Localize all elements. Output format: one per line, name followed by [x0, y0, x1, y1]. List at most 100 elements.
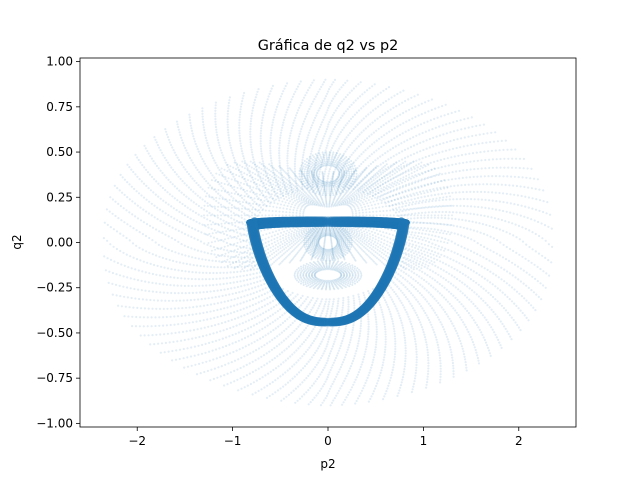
scatter-point	[419, 257, 422, 261]
scatter-point	[396, 278, 399, 281]
scatter-point	[433, 216, 436, 219]
scatter-point	[420, 226, 423, 230]
scatter-point	[246, 353, 249, 356]
scatter-point	[370, 366, 373, 369]
scatter-point	[367, 318, 370, 321]
scatter-point	[132, 170, 135, 174]
scatter-point	[348, 195, 351, 198]
scatter-point	[421, 238, 424, 241]
scatter-point	[179, 133, 182, 137]
scatter-point	[225, 260, 228, 263]
scatter-point	[289, 100, 292, 104]
scatter-point	[240, 296, 243, 299]
scatter-point	[158, 324, 161, 327]
scatter-point	[287, 325, 290, 328]
scatter-point	[275, 105, 279, 108]
scatter-point	[296, 142, 299, 146]
scatter-point	[340, 178, 344, 181]
scatter-point	[189, 299, 192, 302]
scatter-point	[256, 214, 259, 218]
scatter-point	[343, 231, 346, 233]
chart-title: Gráfica de q2 vs p2	[258, 38, 399, 54]
scatter-point	[300, 237, 303, 240]
scatter-point	[436, 116, 439, 119]
scatter-point	[212, 284, 215, 287]
scatter-point	[498, 191, 501, 195]
scatter-point	[201, 198, 204, 201]
scatter-point	[514, 148, 517, 151]
scatter-point	[361, 233, 364, 236]
scatter-point	[294, 295, 297, 298]
scatter-point	[373, 353, 376, 356]
scatter-point	[167, 178, 170, 181]
scatter-point	[220, 151, 223, 154]
scatter-point	[332, 128, 335, 131]
scatter-point	[300, 101, 303, 104]
scatter-point	[248, 210, 251, 213]
scatter-point	[510, 148, 513, 151]
scatter-point	[370, 204, 373, 207]
scatter-point	[271, 381, 274, 384]
scatter-point	[148, 272, 151, 275]
scatter-point	[327, 357, 330, 360]
scatter-point	[305, 233, 308, 235]
scatter-point	[274, 327, 277, 330]
scatter-point	[378, 374, 381, 377]
scatter-point	[182, 166, 185, 169]
scatter-point	[334, 180, 337, 183]
scatter-point	[246, 283, 249, 286]
scatter-point	[259, 313, 262, 316]
scatter-point	[294, 199, 296, 202]
scatter-point	[454, 110, 457, 113]
scatter-point	[115, 230, 119, 233]
scatter-point	[219, 289, 223, 292]
scatter-point	[318, 88, 321, 91]
scatter-point	[462, 169, 465, 172]
scatter-point	[455, 146, 458, 150]
scatter-point	[302, 195, 304, 198]
scatter-point	[313, 396, 316, 399]
scatter-point	[279, 235, 282, 238]
scatter-point	[242, 157, 246, 160]
scatter-point	[382, 318, 385, 321]
scatter-point	[431, 234, 434, 237]
scatter-point	[435, 187, 438, 190]
scatter-point	[382, 124, 385, 127]
scatter-point	[494, 285, 497, 288]
scatter-point	[300, 199, 303, 202]
scatter-point	[514, 223, 517, 226]
scatter-point	[178, 299, 182, 302]
scatter-point	[178, 331, 181, 334]
scatter-point	[223, 288, 226, 291]
scatter-point	[411, 203, 414, 206]
scatter-point	[214, 161, 217, 164]
scatter-point	[431, 242, 434, 245]
scatter-point	[528, 273, 531, 276]
scatter-point	[327, 305, 330, 308]
scatter-point	[347, 204, 350, 207]
scatter-point	[258, 329, 261, 332]
scatter-point	[261, 119, 264, 122]
scatter-point	[390, 128, 394, 131]
scatter-point	[434, 243, 437, 246]
scatter-point	[506, 175, 509, 178]
scatter-point	[293, 165, 296, 168]
scatter-point	[208, 147, 211, 150]
scatter-point	[146, 325, 149, 328]
scatter-point	[464, 219, 467, 222]
scatter-point	[332, 399, 335, 402]
scatter-point	[461, 218, 464, 221]
scatter-point	[137, 192, 141, 195]
scatter-point	[287, 192, 290, 195]
scatter-point	[377, 379, 380, 382]
scatter-point	[513, 193, 516, 196]
scatter-point	[258, 289, 261, 292]
scatter-point	[209, 310, 212, 313]
scatter-point	[222, 187, 225, 190]
scatter-point	[309, 105, 312, 108]
scatter-point	[312, 100, 315, 103]
scatter-point	[355, 399, 358, 403]
scatter-point	[238, 291, 241, 294]
scatter-point	[259, 199, 262, 202]
scatter-point	[219, 330, 222, 333]
